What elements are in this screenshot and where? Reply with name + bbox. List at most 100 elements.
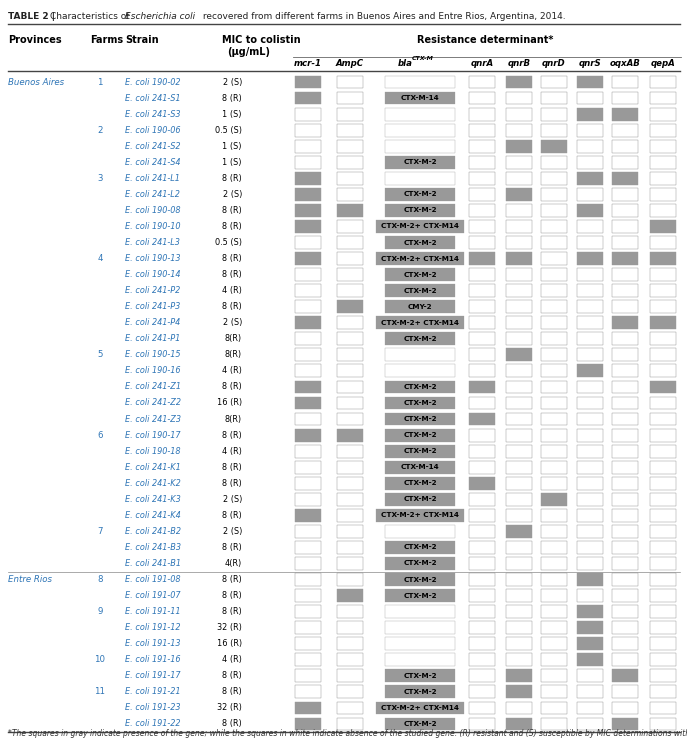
Bar: [577, 541, 603, 554]
Bar: [577, 686, 603, 698]
Bar: [385, 541, 455, 554]
Text: 8 (R): 8 (R): [223, 543, 242, 552]
Bar: [337, 380, 363, 393]
Bar: [337, 220, 363, 233]
Bar: [337, 686, 363, 698]
Text: 8 (R): 8 (R): [223, 254, 242, 263]
Bar: [506, 557, 532, 570]
Bar: [385, 686, 455, 698]
Text: 4(R): 4(R): [225, 559, 242, 568]
Bar: [385, 92, 455, 104]
Bar: [385, 621, 455, 634]
Bar: [385, 445, 455, 458]
Bar: [506, 364, 532, 377]
Bar: [577, 300, 603, 313]
Bar: [469, 509, 495, 522]
Text: CMY-2: CMY-2: [407, 304, 432, 310]
Bar: [577, 124, 603, 136]
Bar: [337, 557, 363, 570]
Bar: [612, 332, 638, 345]
Bar: [650, 349, 676, 361]
Bar: [295, 590, 321, 602]
Text: E. coli 191-11: E. coli 191-11: [125, 608, 181, 616]
Bar: [295, 380, 321, 393]
Bar: [385, 172, 455, 184]
Bar: [506, 204, 532, 217]
Bar: [469, 172, 495, 184]
Bar: [506, 605, 532, 618]
Text: CTX-M-2: CTX-M-2: [403, 592, 437, 598]
Bar: [577, 108, 603, 121]
Bar: [469, 653, 495, 666]
Text: E. coli 190-15: E. coli 190-15: [125, 350, 181, 359]
Bar: [577, 76, 603, 88]
Text: 8 (R): 8 (R): [223, 382, 242, 392]
Bar: [612, 124, 638, 136]
Text: 8 (R): 8 (R): [223, 206, 242, 215]
Text: 16 (R): 16 (R): [217, 398, 242, 407]
Text: E. coli 191-13: E. coli 191-13: [125, 639, 181, 648]
Text: 5: 5: [98, 350, 103, 359]
Text: CTX-M-2: CTX-M-2: [403, 208, 437, 214]
Bar: [506, 349, 532, 361]
Bar: [650, 590, 676, 602]
Bar: [385, 140, 455, 153]
Bar: [577, 477, 603, 490]
Bar: [469, 413, 495, 425]
Bar: [612, 316, 638, 329]
Bar: [337, 493, 363, 506]
Bar: [541, 638, 567, 650]
Bar: [295, 557, 321, 570]
Bar: [376, 509, 464, 522]
Bar: [385, 380, 455, 393]
Bar: [577, 590, 603, 602]
Bar: [541, 460, 567, 473]
Bar: [541, 380, 567, 393]
Bar: [385, 413, 455, 425]
Bar: [650, 332, 676, 345]
Bar: [385, 236, 455, 249]
Text: E. coli 241-Z1: E. coli 241-Z1: [125, 382, 181, 392]
Bar: [541, 605, 567, 618]
Text: CTX-M-2+ CTX-M14: CTX-M-2+ CTX-M14: [381, 320, 459, 326]
Text: 8 (R): 8 (R): [223, 463, 242, 472]
Bar: [577, 621, 603, 634]
Bar: [295, 460, 321, 473]
Bar: [612, 220, 638, 233]
Bar: [650, 525, 676, 538]
Bar: [541, 188, 567, 201]
Bar: [506, 284, 532, 297]
Bar: [577, 204, 603, 217]
Bar: [506, 397, 532, 410]
Bar: [469, 284, 495, 297]
Bar: [337, 718, 363, 730]
Bar: [337, 509, 363, 522]
Bar: [295, 300, 321, 313]
Bar: [541, 349, 567, 361]
Bar: [295, 718, 321, 730]
Bar: [506, 525, 532, 538]
Text: E. coli 241-B2: E. coli 241-B2: [125, 527, 181, 536]
Bar: [337, 140, 363, 153]
Bar: [612, 573, 638, 586]
Bar: [541, 477, 567, 490]
Bar: [650, 605, 676, 618]
Bar: [612, 525, 638, 538]
Bar: [650, 188, 676, 201]
Bar: [469, 557, 495, 570]
Bar: [295, 252, 321, 265]
Bar: [612, 364, 638, 377]
Bar: [295, 236, 321, 249]
Bar: [577, 605, 603, 618]
Bar: [469, 638, 495, 650]
Bar: [506, 380, 532, 393]
Text: E. coli 241-S2: E. coli 241-S2: [125, 142, 181, 151]
Bar: [541, 92, 567, 104]
Bar: [385, 349, 455, 361]
Bar: [650, 541, 676, 554]
Bar: [506, 429, 532, 442]
Bar: [612, 445, 638, 458]
Bar: [577, 332, 603, 345]
Bar: [506, 124, 532, 136]
Text: E. coli 191-23: E. coli 191-23: [125, 704, 181, 712]
